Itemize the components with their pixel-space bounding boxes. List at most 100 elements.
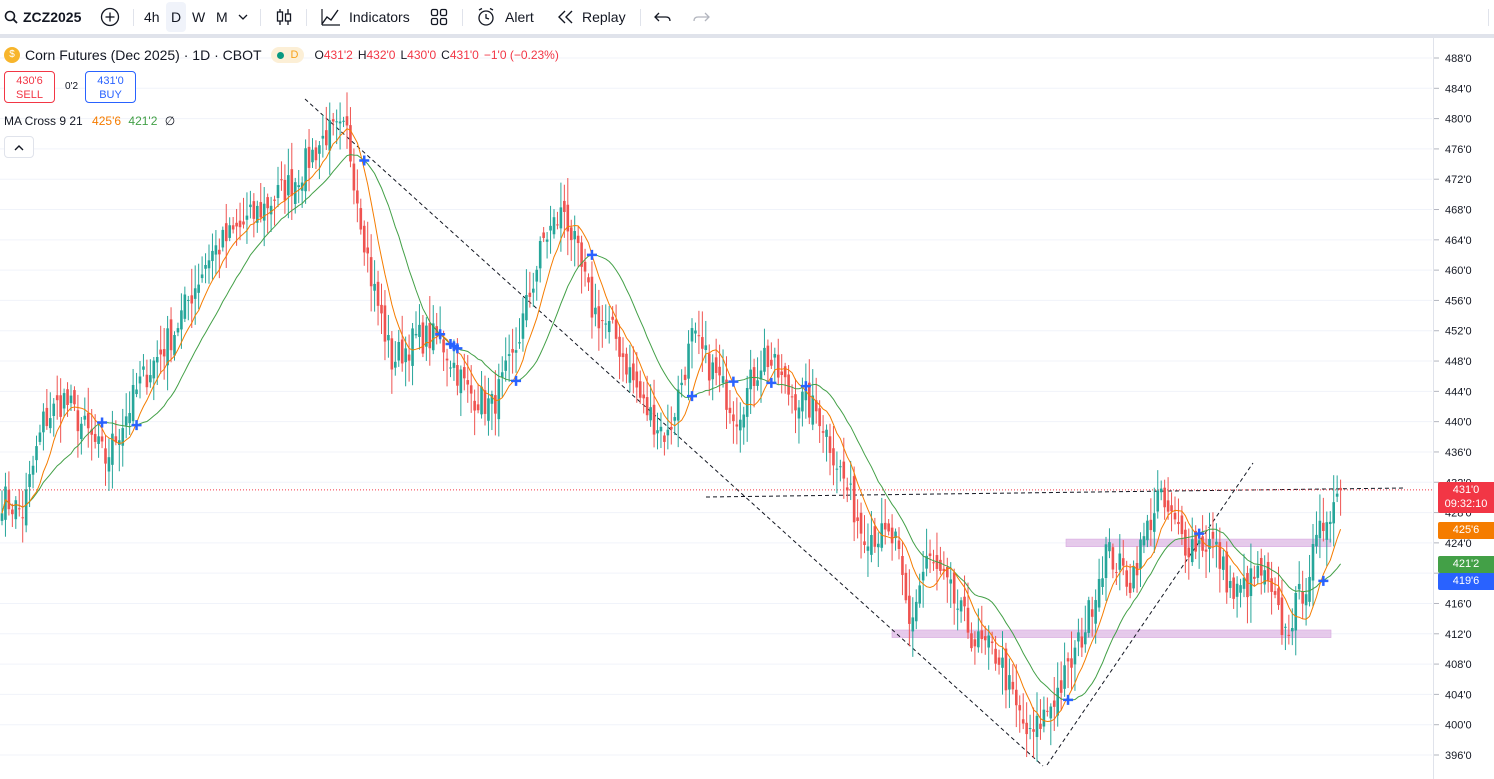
indicator-legend[interactable]: MA Cross 9 21 425'6 421'2 ∅ (4, 114, 175, 128)
candle-up (221, 229, 225, 248)
candle-up (911, 617, 915, 632)
candle-up (304, 148, 307, 192)
candle-down (218, 249, 221, 255)
candle-down (1025, 722, 1028, 735)
compare-symbol-button[interactable] (100, 0, 120, 34)
candle-down (273, 199, 276, 201)
candle-up (128, 413, 131, 424)
interval-dropdown[interactable] (238, 0, 248, 34)
candle-up (38, 432, 42, 442)
candle-down (383, 305, 387, 342)
candle-down (946, 567, 949, 578)
candle-down (280, 179, 283, 181)
candle-up (687, 343, 690, 379)
undo-button[interactable] (654, 0, 672, 34)
candle-up (656, 430, 659, 434)
sell-button[interactable]: 430'6 SELL (4, 71, 55, 103)
candle-down (331, 119, 335, 122)
candle-down (1170, 505, 1173, 512)
buy-button[interactable]: 431'0 BUY (85, 71, 136, 103)
candle-down (325, 130, 328, 146)
price-tick-label: 448'0 (1445, 356, 1472, 368)
candle-down (845, 487, 849, 491)
interval-4h[interactable]: 4h (144, 0, 160, 34)
candle-down (990, 641, 994, 644)
candle-down (1194, 530, 1197, 552)
candle-up (107, 457, 111, 472)
candle-up (1097, 578, 1101, 608)
candle-down (1070, 658, 1073, 668)
candle-down (1066, 658, 1070, 662)
price-chart[interactable]: 488'0 484'0 480'0 476'0 472'0 468'0 464'0 460'0… (0, 38, 1494, 779)
candle-up (673, 417, 677, 421)
candle-up (338, 121, 342, 124)
candle-up (138, 376, 142, 384)
symbol-search[interactable]: ZCZ2025 (4, 0, 81, 34)
candle-up (1304, 594, 1308, 606)
candle-down (114, 436, 118, 443)
candle-down (821, 431, 825, 433)
candle-down (883, 522, 887, 530)
candle-down (873, 526, 877, 547)
undo-icon (654, 10, 672, 24)
candle-down (1280, 597, 1284, 635)
alert-button[interactable]: Alert (476, 0, 534, 34)
price-axis: 488'0 484'0 480'0 476'0 472'0 468'0 464'0 460'0… (1433, 38, 1472, 779)
candle-up (849, 483, 852, 485)
candle-down (983, 636, 987, 641)
candle-down (1253, 576, 1256, 579)
candle-up (742, 414, 746, 428)
candle-down (683, 374, 687, 380)
candle-up (604, 323, 608, 325)
interval-m[interactable]: M (216, 0, 228, 34)
candle-up (97, 436, 100, 444)
market-status-badge[interactable]: D (270, 47, 305, 63)
interval-w[interactable]: W (192, 0, 205, 34)
candle-down (400, 339, 404, 364)
candle-up (535, 269, 539, 282)
collapse-legend-button[interactable] (4, 136, 34, 158)
candle-down (1125, 570, 1128, 587)
candle-up (394, 361, 397, 368)
candle-down (466, 380, 470, 385)
candle-up (1077, 632, 1080, 642)
candle-down (697, 335, 701, 337)
candle-down (942, 568, 946, 572)
sell-label: SELL (16, 89, 43, 101)
high-value: 432'0 (366, 48, 396, 62)
interval-d-active[interactable]: D (166, 2, 186, 32)
candle-down (997, 657, 1001, 665)
indicators-button[interactable]: Indicators (320, 0, 410, 34)
candle-down (1266, 561, 1270, 582)
ma-cross-marker (511, 375, 522, 386)
redo-button[interactable] (692, 0, 710, 34)
toolbar-divider (133, 9, 134, 26)
candle-down (45, 407, 49, 427)
candle-down (542, 232, 545, 238)
candle-up (514, 350, 518, 353)
candle-down (590, 276, 594, 318)
candle-down (780, 371, 783, 375)
replay-button[interactable]: Replay (557, 0, 626, 34)
candle-up (914, 601, 918, 622)
chart-grid (0, 57, 1432, 756)
price-tick-label: 440'0 (1445, 417, 1472, 429)
candle-up (870, 535, 873, 555)
candle-up (418, 324, 421, 337)
candle-up (49, 418, 52, 429)
last-price-label: 431'0 (1452, 484, 1480, 496)
sell-price: 430'6 (16, 75, 43, 87)
candle-up (801, 391, 804, 412)
candle-up (449, 367, 452, 369)
candle-down (380, 304, 383, 314)
candle-up (607, 321, 611, 333)
price-tick-label: 484'0 (1445, 83, 1472, 95)
spread-value: 0'2 (65, 81, 79, 92)
candle-up (763, 347, 766, 372)
candle-down (890, 527, 894, 544)
templates-button[interactable] (430, 0, 448, 34)
chart-type-button[interactable] (274, 0, 294, 34)
candle-down (904, 572, 908, 601)
candle-down (366, 247, 369, 254)
candle-up (214, 245, 218, 255)
